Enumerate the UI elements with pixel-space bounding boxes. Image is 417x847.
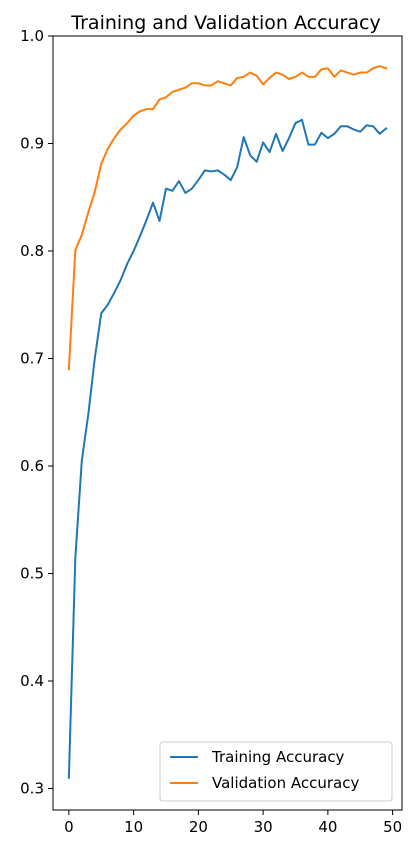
y-tick-label: 0.9	[20, 135, 44, 153]
x-tick-label: 40	[318, 818, 337, 836]
y-tick-label: 1.0	[20, 27, 44, 45]
x-tick-label: 0	[64, 818, 74, 836]
y-tick-label: 0.4	[20, 672, 44, 690]
legend-box	[159, 741, 393, 802]
x-tick-label: 10	[124, 818, 143, 836]
y-tick-label: 0.3	[20, 780, 44, 798]
legend-label-training: Training Accuracy	[211, 748, 345, 766]
y-tick-label: 0.7	[20, 350, 44, 368]
legend-label-validation: Validation Accuracy	[212, 774, 359, 792]
plot-frame	[52, 35, 403, 811]
chart-title: Training and Validation Accuracy	[70, 12, 380, 34]
x-tick-label: 20	[189, 818, 208, 836]
y-tick-label: 0.5	[20, 565, 44, 583]
legend: Training Accuracy Validation Accuracy	[159, 741, 393, 802]
x-tick-label: 30	[254, 818, 273, 836]
series-line-training-accuracy	[67, 118, 388, 779]
series-line-validation-accuracy	[67, 65, 388, 371]
y-tick-label: 0.6	[20, 457, 44, 475]
y-tick-label: 0.8	[20, 242, 44, 260]
x-tick-label: 50	[383, 818, 402, 836]
